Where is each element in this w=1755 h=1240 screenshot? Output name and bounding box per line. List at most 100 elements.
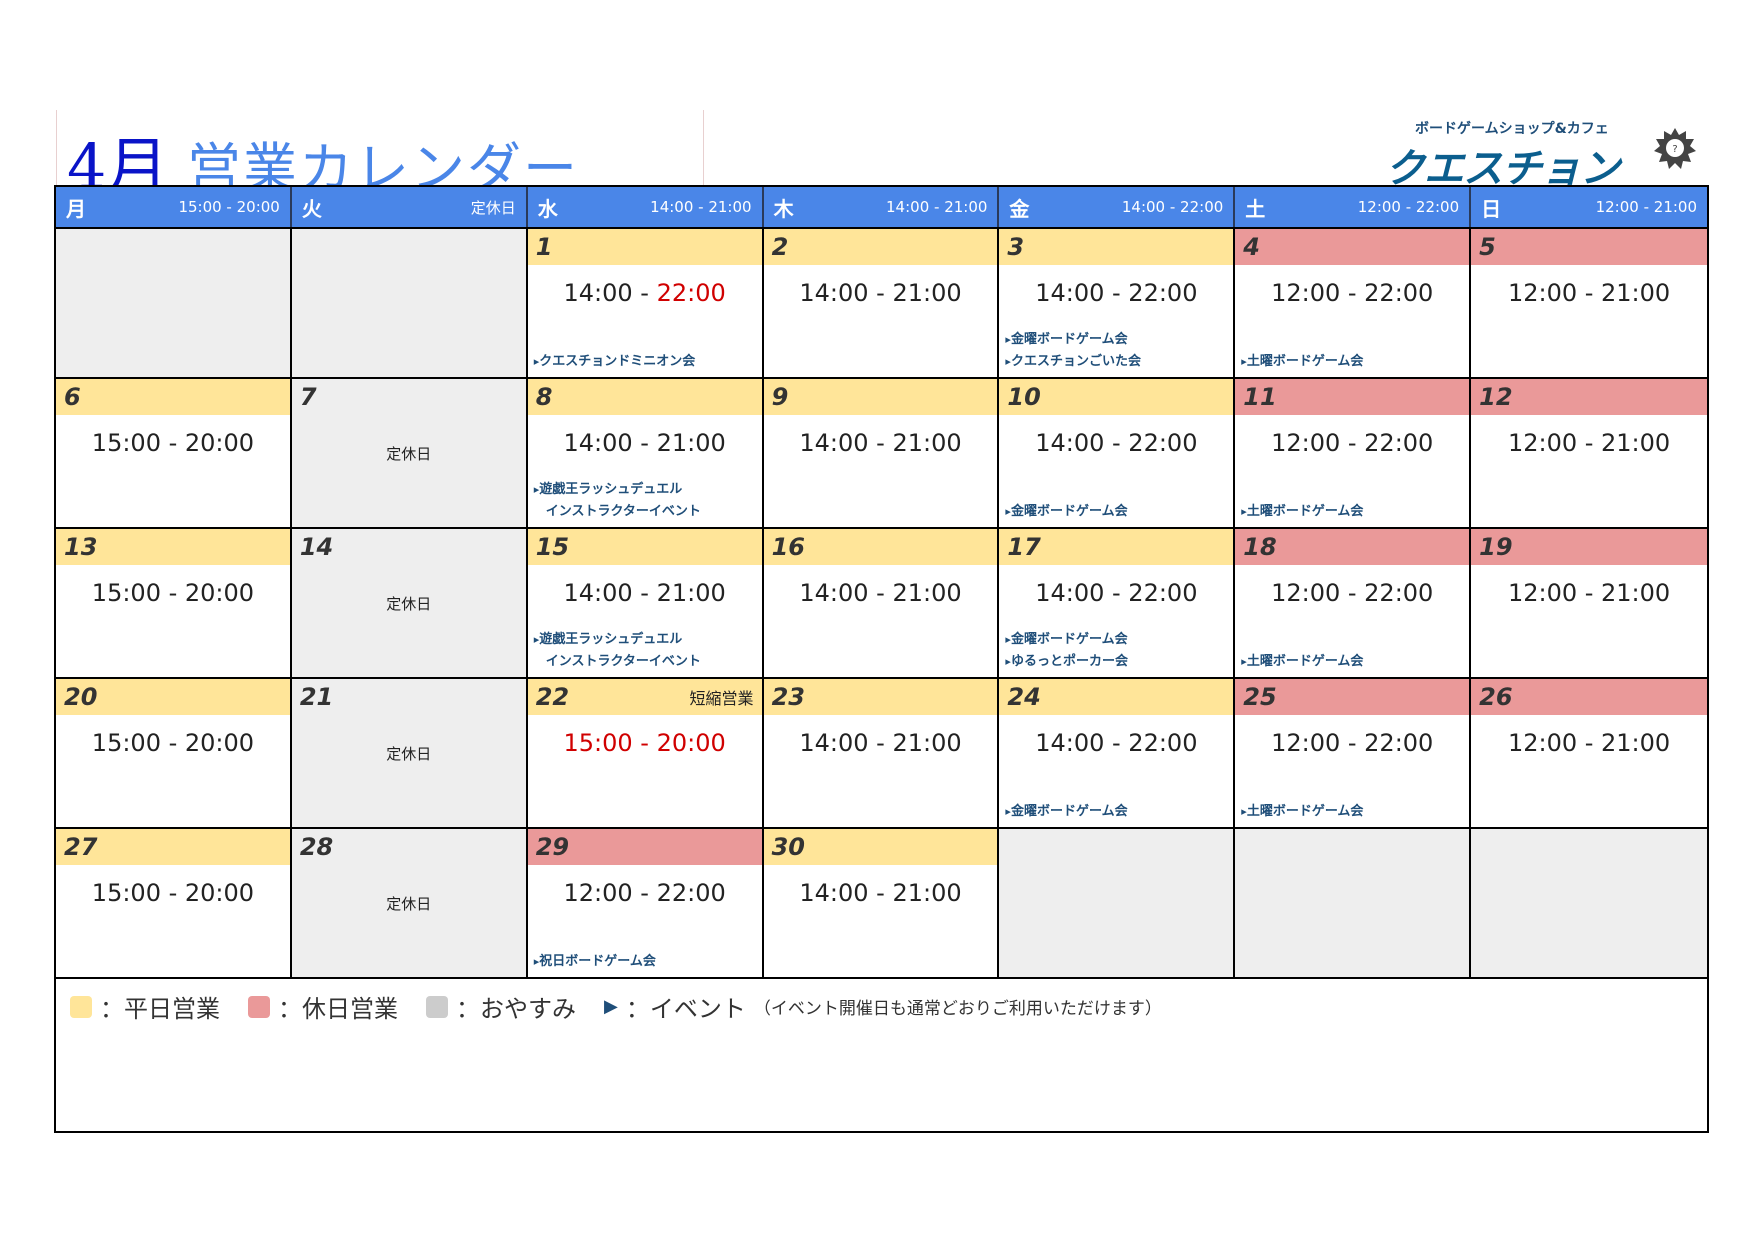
- hours-text: 14:00 - 22:00: [1035, 579, 1198, 607]
- day-cell: 9 14:00 - 21:00: [763, 379, 1000, 527]
- date-band: 27: [56, 829, 290, 865]
- hours-text: 12:00 - 21:00: [1507, 429, 1671, 457]
- event-item: 遊戯王ラッシュデュエル: [534, 479, 701, 501]
- business-hours: 14:00 - 22:00: [999, 279, 1233, 307]
- date-band: 18: [1235, 529, 1470, 565]
- date-number: 28: [299, 833, 334, 861]
- legend-event: ：イベント: [625, 995, 746, 1023]
- day-cell: 17 14:00 - 22:00 金曜ボードゲーム会ゆるっとポーカー会: [999, 529, 1236, 677]
- date-band: 9: [763, 379, 998, 415]
- day-cell: 1 14:00 - 22:00 クエスチョンドミニオン会: [527, 229, 764, 377]
- business-hours: 14:00 - 21:00: [528, 429, 762, 457]
- event-item: 祝日ボードゲーム会: [534, 951, 656, 973]
- date-number: 1: [535, 233, 553, 261]
- header-cell: 土 12:00 - 22:00: [1235, 187, 1472, 227]
- hours-text: 14:00 - 21:00: [563, 429, 726, 457]
- weekday-hours: 14:00 - 21:00: [650, 198, 752, 216]
- logo-subtitle: ボードゲームショップ&カフェ: [1415, 121, 1609, 137]
- day-cell: 20 15:00 - 20:00: [56, 679, 292, 827]
- calendar: 月 15:00 - 20:00 火 定休日 水 14:00 - 21:00 木 …: [54, 185, 1709, 1133]
- hours-text: 15:00 - 20:00: [91, 429, 255, 457]
- event-list: 土曜ボードゲーム会: [1241, 801, 1364, 823]
- weekday-label: 金: [1009, 196, 1030, 221]
- business-hours: 15:00 - 20:00: [56, 429, 290, 457]
- svg-text:?: ?: [1672, 144, 1677, 155]
- date-number: 29: [535, 833, 570, 861]
- date-number: 25: [1243, 683, 1277, 711]
- header-cell: 火 定休日: [292, 187, 528, 227]
- event-list: 祝日ボードゲーム会: [534, 951, 656, 973]
- hours-text: 15:00 - 20:00: [91, 579, 255, 607]
- event-item: クエスチョンごいた会: [1005, 351, 1141, 373]
- date-band: 15: [527, 529, 762, 565]
- business-hours: 14:00 - 22:00: [528, 279, 762, 307]
- business-hours: 15:00 - 20:00: [56, 579, 290, 607]
- week-row: 27 15:00 - 20:00 28 定休日 29 12:00 - 22:00…: [56, 829, 1707, 979]
- business-hours: 14:00 - 21:00: [764, 429, 998, 457]
- off-swatch: [426, 995, 448, 1018]
- day-cell: 26 12:00 - 21:00: [1471, 679, 1707, 827]
- date-band: 10: [999, 379, 1234, 415]
- date-band: 12: [1471, 379, 1707, 415]
- weekday-header: 月 15:00 - 20:00 火 定休日 水 14:00 - 21:00 木 …: [56, 187, 1707, 229]
- weekday-hours: 12:00 - 21:00: [1595, 198, 1697, 216]
- event-item: ゆるっとポーカー会: [1005, 651, 1128, 673]
- date-band: 7: [292, 379, 526, 415]
- hours-text: 14:00 - 21:00: [799, 879, 962, 907]
- event-list: 金曜ボードゲーム会ゆるっとポーカー会: [1005, 629, 1128, 673]
- event-item: 金曜ボードゲーム会: [1005, 501, 1128, 523]
- day-cell: 21 定休日: [291, 679, 528, 827]
- date-number: 7: [299, 383, 317, 411]
- date-band: 14: [292, 529, 526, 565]
- date-number: 14: [299, 533, 334, 561]
- date-band: 6: [56, 379, 290, 415]
- day-cell: 2 14:00 - 21:00: [763, 229, 1000, 377]
- day-cell: 4 12:00 - 22:00 土曜ボードゲーム会: [1235, 229, 1472, 377]
- holiday-swatch: [248, 995, 270, 1018]
- event-list: 土曜ボードゲーム会: [1241, 501, 1364, 523]
- week-row: 6 15:00 - 20:00 7 定休日 8 14:00 - 21:00 遊戯王…: [56, 379, 1707, 529]
- day-cell: 23 14:00 - 21:00: [763, 679, 1000, 827]
- date-number: 10: [1007, 383, 1041, 411]
- weekday-hours: 定休日: [470, 198, 516, 217]
- date-number: 11: [1243, 383, 1277, 411]
- date-number: 12: [1479, 383, 1513, 411]
- date-band: 17: [999, 529, 1234, 565]
- hours-text: 14:00 - 21:00: [799, 279, 962, 307]
- date-band: 4: [1235, 229, 1470, 265]
- event-item: インストラクターイベント: [545, 654, 701, 669]
- empty-cell: [1235, 829, 1472, 977]
- date-number: 15: [535, 533, 570, 561]
- event-list: 土曜ボードゲーム会: [1241, 351, 1364, 373]
- business-hours: 12:00 - 22:00: [1235, 429, 1469, 457]
- date-number: 22: [535, 683, 570, 711]
- closed-note: 定休日: [386, 745, 432, 763]
- business-hours: 12:00 - 21:00: [1471, 279, 1707, 307]
- legend-weekday: ：平日営業: [100, 995, 220, 1023]
- day-cell: 5 12:00 - 21:00: [1471, 229, 1707, 377]
- week-row: 13 15:00 - 20:00 14 定休日 15 14:00 - 21:00…: [56, 529, 1707, 679]
- date-band: 26: [1471, 679, 1707, 715]
- event-item: インストラクターイベント: [545, 504, 701, 519]
- hours-text: 12:00 - 22:00: [1271, 429, 1434, 457]
- day-cell: 10 14:00 - 22:00 金曜ボードゲーム会: [999, 379, 1236, 527]
- hours-text: 14:00 - 21:00: [799, 729, 962, 757]
- business-hours: 12:00 - 21:00: [1471, 579, 1707, 607]
- logo-name: クエスチョン: [1385, 146, 1620, 192]
- day-cell: 12 12:00 - 21:00: [1471, 379, 1707, 527]
- hours-text: 15:00 - 20:00: [563, 729, 726, 757]
- hours-text: 12:00 - 22:00: [1271, 729, 1434, 757]
- date-band: 28: [292, 829, 526, 865]
- event-item: クエスチョンドミニオン会: [534, 351, 695, 373]
- day-cell: 13 15:00 - 20:00: [56, 529, 292, 677]
- date-number: 30: [771, 833, 805, 861]
- date-number: 24: [1007, 683, 1041, 711]
- date-number: 9: [771, 383, 789, 411]
- date-number: 5: [1479, 233, 1496, 261]
- date-number: 3: [1007, 233, 1025, 261]
- event-item: 金曜ボードゲーム会: [1005, 329, 1141, 351]
- day-cell: 18 12:00 - 22:00 土曜ボードゲーム会: [1235, 529, 1472, 677]
- event-item: 土曜ボードゲーム会: [1241, 501, 1364, 523]
- day-cell: 14 定休日: [291, 529, 528, 677]
